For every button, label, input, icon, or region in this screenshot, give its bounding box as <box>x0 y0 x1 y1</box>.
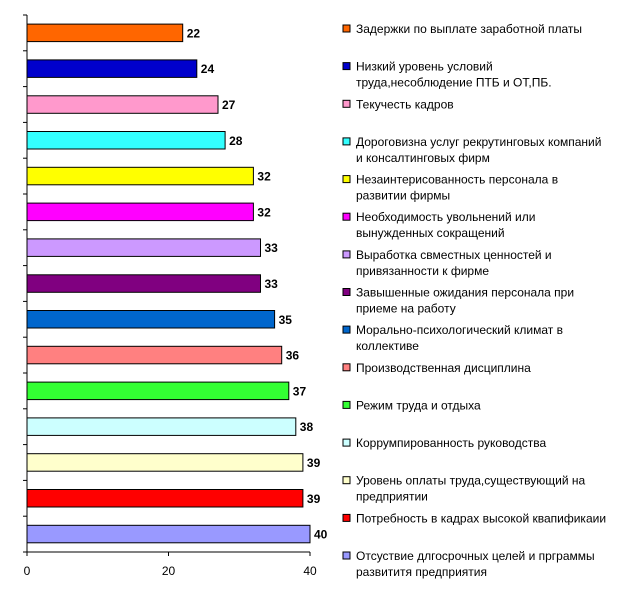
value-label-10: 36 <box>286 349 300 363</box>
x-tick-label-0: 0 <box>24 564 31 578</box>
bar-3 <box>26 95 219 114</box>
legend-swatch-8 <box>342 288 351 296</box>
value-labels-layer: 22 24 27 28 32 32 33 33 35 36 37 38 39 39 40 <box>187 26 328 541</box>
legend-line: Отсуствие длгосрочных целей и прграммы <box>356 549 595 563</box>
legend-label-15: Отсуствие длгосрочных целей и прграммы ра… <box>356 549 595 579</box>
value-label-6: 32 <box>257 205 271 219</box>
legend-swatch-7 <box>342 250 351 259</box>
legend-label-9: Морально-психологический климат в коллект… <box>356 323 563 353</box>
legend-label-2: Низкий уровень условий труда,несоблюдение… <box>356 60 552 90</box>
legend-line: развитии фирмы <box>356 189 450 203</box>
bar-9 <box>26 310 276 329</box>
legend-line: Задержки по выплате заработной платы <box>356 22 582 36</box>
value-label-7: 33 <box>265 241 279 255</box>
legend-label-6: Необходимость увольнений или вынужденных … <box>356 210 535 240</box>
bar-8 <box>26 274 261 293</box>
legend-line: Потребность в кадрах высокой квапификаии <box>356 511 606 525</box>
value-label-15: 40 <box>314 528 328 542</box>
legend-label-7: Выработка свместных ценностей и привязанн… <box>356 248 552 278</box>
bar-15 <box>26 524 311 544</box>
legend-line: Дороговизна услуг рекрутинговых компаний <box>356 135 601 149</box>
legend-label-10: Производственная дисциплина <box>356 361 531 375</box>
value-label-5: 32 <box>257 170 271 184</box>
legend-label-11: Режим труда и отдыха <box>356 398 481 412</box>
bar-7 <box>26 238 261 257</box>
legend-line: предприятии <box>356 490 428 504</box>
value-label-8: 33 <box>265 277 279 291</box>
legend-swatch-2 <box>342 62 351 71</box>
legend-line: Коррумпированность руководства <box>356 436 546 450</box>
legend-line: развититя предприятия <box>356 565 487 579</box>
bar-12 <box>26 417 297 436</box>
x-tick-label-20: 20 <box>162 564 176 578</box>
legend-label-8: Завышенные ожидания персонала при приеме … <box>356 286 574 316</box>
legend-label-1: Задержки по выплате заработной платы <box>356 22 582 36</box>
legend-swatch-10 <box>342 363 351 372</box>
bar-13 <box>26 453 304 472</box>
value-label-11: 37 <box>293 384 307 398</box>
legend-label-3: Текучесть кадров <box>356 97 454 111</box>
legend-swatch-9 <box>342 325 351 334</box>
value-label-3: 27 <box>222 98 236 112</box>
value-label-12: 38 <box>300 420 314 434</box>
legend: Задержки по выплате заработной платы Низк… <box>342 22 606 579</box>
legend-line: и консалтинговых фирм <box>356 151 490 165</box>
legend-line: труда,несоблюдение ПТБ и ОТ,ПБ. <box>356 76 552 90</box>
legend-line: коллективе <box>356 339 419 353</box>
bar-5 <box>26 166 254 186</box>
value-label-13: 39 <box>307 456 321 470</box>
bar-2 <box>26 59 198 78</box>
value-label-1: 22 <box>187 26 201 40</box>
legend-swatch-14 <box>342 513 351 522</box>
legend-swatch-1 <box>342 24 351 33</box>
legend-swatch-3 <box>342 99 351 108</box>
axis-layer: 0 20 40 <box>23 14 317 578</box>
legend-label-4: Дороговизна услуг рекрутинговых компаний… <box>356 135 601 165</box>
value-label-2: 24 <box>201 62 215 76</box>
legend-line: Низкий уровень условий <box>356 60 493 74</box>
bar-14 <box>26 489 304 508</box>
bar-10 <box>26 345 283 365</box>
legend-line: Текучесть кадров <box>356 97 454 111</box>
bar-1 <box>26 23 184 43</box>
legend-swatch-5 <box>342 175 351 184</box>
legend-swatch-6 <box>342 212 351 221</box>
legend-line: Производственная дисциплина <box>356 361 531 375</box>
value-label-14: 39 <box>307 492 321 506</box>
legend-line: Завышенные ожидания персонала при <box>356 286 574 300</box>
x-tick-label-40: 40 <box>303 564 317 578</box>
legend-line: вынужденных сокращений <box>356 226 505 240</box>
legend-label-5: Незаинтерисованность персонала в развитии… <box>356 173 558 203</box>
legend-line: Уровень оплаты труда,существующий на <box>356 474 586 488</box>
legend-line: привязанности к фирме <box>356 264 489 278</box>
legend-swatch-11 <box>342 400 351 409</box>
legend-label-13: Уровень оплаты труда,существующий на пред… <box>356 474 586 504</box>
legend-line: Морально-психологический климат в <box>356 323 563 337</box>
legend-label-14: Потребность в кадрах высокой квапификаии <box>356 511 606 525</box>
legend-label-12: Коррумпированность руководства <box>356 436 546 450</box>
legend-line: Необходимость увольнений или <box>356 210 535 224</box>
bar-11 <box>26 381 290 401</box>
legend-swatch-13 <box>342 476 351 485</box>
legend-line: приеме на работу <box>356 302 456 316</box>
legend-line: Незаинтерисованность персонала в <box>356 173 558 187</box>
value-label-4: 28 <box>229 134 243 148</box>
bar-4 <box>26 131 226 150</box>
legend-line: Выработка свместных ценностей и <box>356 248 552 262</box>
value-label-9: 35 <box>279 313 293 327</box>
legend-swatch-12 <box>342 438 351 447</box>
legend-line: Режим труда и отдыха <box>356 398 481 412</box>
bar-6 <box>26 202 254 222</box>
legend-swatch-4 <box>342 137 351 146</box>
legend-swatch-15 <box>342 551 351 560</box>
